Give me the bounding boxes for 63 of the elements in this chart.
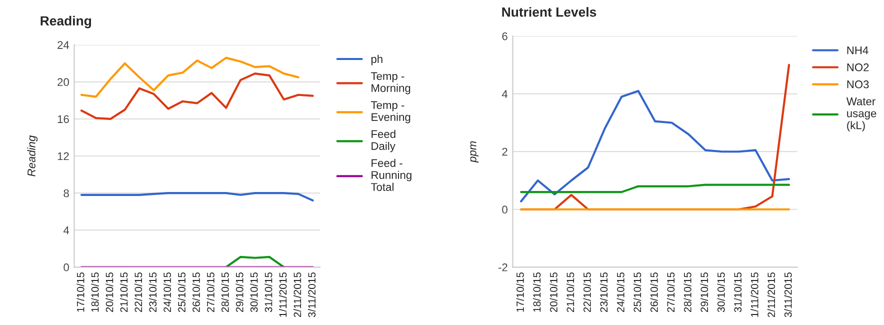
- y-tick-label: 16: [58, 115, 69, 124]
- x-tick-label: 24/10/15: [616, 272, 624, 312]
- x-tick-label: 22/10/15: [583, 272, 591, 312]
- y-axis-title: Reading: [27, 135, 38, 176]
- x-tick-label: 25/10/15: [178, 272, 186, 312]
- x-tick-label: 1/11/2015: [750, 272, 758, 317]
- x-tick-label: 30/10/15: [717, 272, 725, 312]
- x-tick-label: 23/10/15: [600, 272, 608, 312]
- x-tick-label: 3/11/2015: [784, 272, 792, 318]
- x-tick-label: 20/10/15: [106, 272, 114, 312]
- x-tick-label: 21/10/15: [566, 272, 574, 312]
- chart-title: Nutrient Levels: [502, 7, 596, 17]
- legend-label: ph: [371, 54, 382, 66]
- y-tick-label: 6: [502, 32, 508, 40]
- x-tick-label: 23/10/15: [148, 272, 157, 312]
- x-tick-label: 25/10/15: [633, 272, 642, 312]
- y-tick-label: 0: [502, 206, 508, 214]
- y-tick-label: 20: [58, 78, 69, 86]
- x-tick-label: 21/10/15: [120, 272, 128, 312]
- y-tick-label: -2: [498, 263, 508, 272]
- legend-label: Water usage (kL): [846, 98, 876, 132]
- legend-label: Feed - Running Total: [370, 158, 412, 191]
- y-axis-title: ppm: [470, 141, 479, 163]
- x-tick-label: 27/10/15: [206, 272, 214, 312]
- x-tick-label: 17/10/15: [516, 272, 524, 312]
- legend-label: Feed Daily: [372, 130, 396, 152]
- line-series: [80, 56, 300, 98]
- y-tick-label: 4: [502, 90, 508, 98]
- line-series: [80, 72, 314, 120]
- x-tick-label: 31/10/15: [734, 272, 742, 312]
- x-tick-label: 28/10/15: [221, 272, 229, 312]
- x-tick-label: 18/10/15: [532, 272, 541, 312]
- line-series: [80, 192, 314, 202]
- x-tick-label: 28/10/15: [684, 272, 692, 312]
- x-tick-label: 30/10/15: [250, 272, 258, 312]
- y-tick-label: 24: [58, 41, 70, 49]
- x-tick-label: 1/11/2015: [279, 272, 287, 317]
- y-tick-label: 2: [502, 148, 508, 156]
- y-tick-label: 4: [63, 226, 70, 234]
- x-tick-label: 2/11/2015: [293, 272, 302, 318]
- legend-label: NO3: [847, 80, 869, 88]
- x-tick-label: 31/10/15: [264, 272, 272, 312]
- x-tick-label: 29/10/15: [700, 272, 708, 312]
- x-tick-label: 20/10/15: [550, 272, 558, 312]
- x-tick-label: 26/10/15: [192, 272, 200, 312]
- chart-title: Reading: [40, 16, 92, 28]
- legend-label: NH4: [847, 46, 868, 54]
- x-tick-label: 27/10/15: [666, 272, 675, 312]
- line-series: [520, 90, 790, 202]
- x-tick-label: 26/10/15: [650, 272, 658, 312]
- x-tick-label: 17/10/15: [76, 272, 84, 312]
- legend-label: Temp - Morning: [370, 72, 410, 94]
- x-tick-label: 29/10/15: [236, 272, 244, 312]
- legend-label: Temp - Evening: [370, 101, 410, 124]
- y-tick-label: 12: [58, 152, 69, 160]
- x-tick-label: 3/11/2015: [308, 272, 316, 318]
- legend-label: NO2: [847, 63, 869, 72]
- y-tick-label: 0: [64, 263, 69, 272]
- x-tick-label: 24/10/15: [163, 272, 172, 312]
- y-tick-label: 8: [64, 189, 69, 198]
- x-tick-label: 18/10/15: [91, 272, 99, 312]
- x-tick-label: 22/10/15: [134, 272, 142, 312]
- x-tick-label: 2/11/2015: [767, 272, 776, 318]
